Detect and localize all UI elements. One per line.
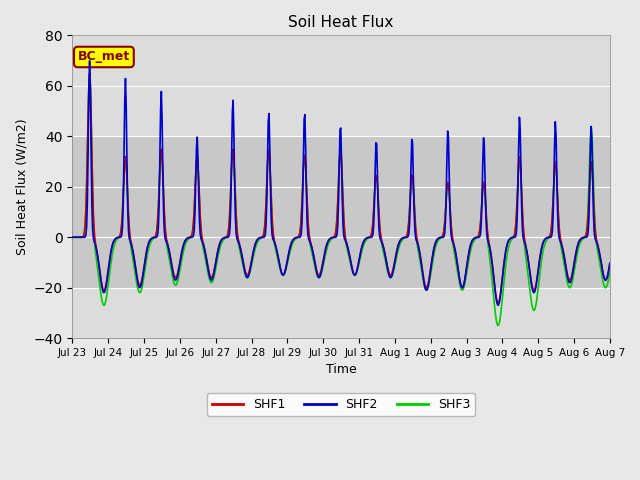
Y-axis label: Soil Heat Flux (W/m2): Soil Heat Flux (W/m2)	[15, 119, 28, 255]
Line: SHF3: SHF3	[72, 74, 610, 325]
SHF2	[606, 260, 614, 266]
SHF3	[218, 241, 225, 247]
SHF1	[218, 238, 225, 243]
SHF3	[134, 287, 142, 293]
SHF2	[189, 234, 196, 240]
SHF2	[218, 238, 225, 243]
Text: BC_met: BC_met	[78, 50, 130, 63]
SHF3	[494, 323, 502, 328]
Bar	[72, 136, 610, 288]
SHF1	[134, 279, 142, 285]
SHF3	[86, 72, 93, 77]
SHF2	[494, 302, 502, 308]
SHF2	[68, 234, 76, 240]
SHF3	[68, 234, 76, 240]
Title: Soil Heat Flux: Soil Heat Flux	[289, 15, 394, 30]
SHF1	[86, 71, 93, 76]
SHF3	[189, 228, 196, 233]
SHF2	[78, 234, 86, 240]
SHF3	[606, 269, 614, 275]
SHF1	[78, 234, 86, 240]
X-axis label: Time: Time	[326, 363, 356, 376]
SHF1	[68, 234, 76, 240]
Line: SHF1: SHF1	[72, 73, 610, 303]
SHF3	[407, 180, 415, 186]
SHF1	[606, 260, 614, 266]
SHF1	[407, 180, 415, 185]
SHF1	[494, 300, 502, 306]
Legend: SHF1, SHF2, SHF3: SHF1, SHF2, SHF3	[207, 393, 476, 416]
SHF2	[134, 282, 142, 288]
SHF1	[189, 227, 196, 233]
SHF1	[423, 285, 431, 290]
SHF3	[78, 234, 86, 240]
SHF2	[423, 287, 431, 293]
SHF2	[86, 58, 93, 64]
Line: SHF2: SHF2	[72, 61, 610, 305]
SHF3	[423, 287, 431, 293]
SHF2	[407, 164, 415, 169]
